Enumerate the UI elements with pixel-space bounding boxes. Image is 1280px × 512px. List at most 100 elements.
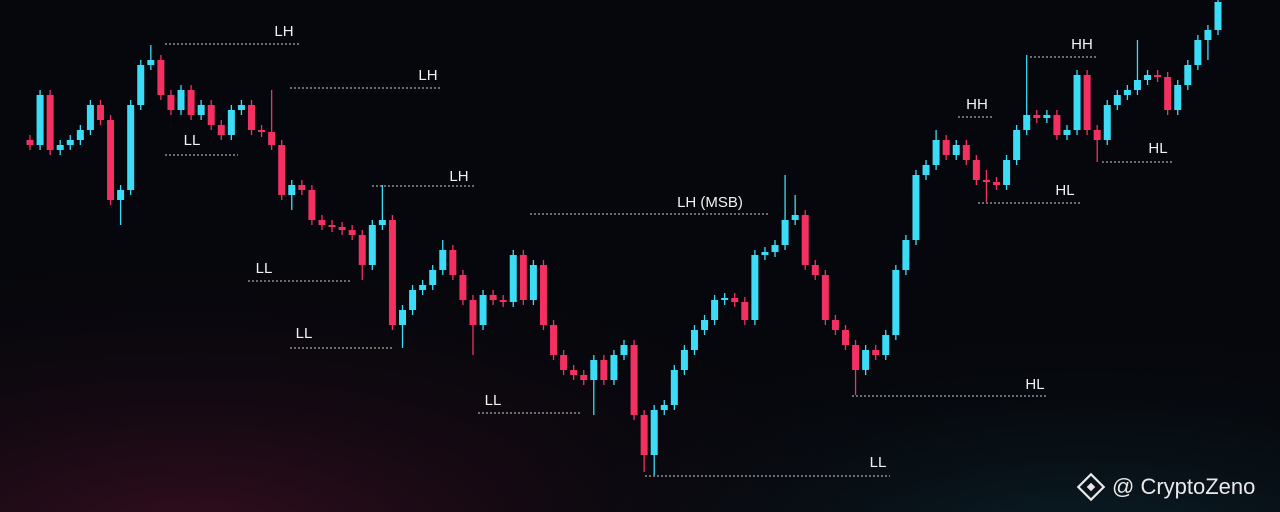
candle-body [993,182,1001,185]
candle-body [56,145,64,150]
annotation-lines [165,43,1172,477]
candle-body [1073,75,1081,130]
candle-body [117,190,125,200]
candle-body [308,190,316,220]
annotation-labels: LH LH LL LH LL LL LH (MSB) LL LL HL HH HL HH HL [184,23,1168,471]
candle-body [962,145,970,160]
candle-body [1194,40,1202,65]
candle-body [650,410,658,455]
candle-body [610,355,618,380]
candle-body [1214,2,1222,30]
candle-body [771,245,779,252]
candle-body [982,180,990,182]
candle-body [912,175,920,240]
candle-body [902,240,910,270]
candle-body [852,345,860,370]
candle-body [811,265,819,275]
watermark: @ CryptoZeno [1112,474,1255,499]
candle-body [701,320,709,330]
candle-body [1123,90,1131,95]
candle-body [1154,75,1162,77]
candle-body [519,255,527,300]
candle-body [640,415,648,455]
candle-body [922,165,930,175]
candle-body [731,298,739,302]
candle-body [1043,115,1051,118]
candle-body [127,105,135,190]
candle-body [388,220,396,325]
candle-body [338,227,346,230]
candle-body [197,105,205,115]
annotation-label: HH [1071,36,1093,53]
annotation-label: HL [1055,182,1074,199]
candle-body [378,220,386,225]
candle-body [439,250,447,270]
candle-body [298,185,306,190]
candle-body [429,270,437,285]
candle-body [76,130,84,140]
candle-body [751,255,759,320]
annotation-label: LL [256,260,273,277]
annotation-label: HL [1148,140,1167,157]
candle-body [46,95,54,150]
candles [26,0,1222,475]
candle-body [872,350,880,355]
candle-body [942,140,950,155]
candle-body [620,345,628,355]
candle-body [348,230,356,235]
candle-body [600,360,608,380]
candle-body [449,250,457,275]
candle-body [560,355,568,370]
candle-body [831,320,839,330]
annotation-label: LH (MSB) [677,194,743,211]
candle-body [318,220,326,225]
candle-body [1103,105,1111,140]
candle-body [932,140,940,165]
candle-body [107,120,115,200]
candle-body [721,298,729,300]
candle-body [358,235,366,265]
candle-body [1053,115,1061,135]
candle-body [86,105,94,130]
candle-body [1113,95,1121,105]
candle-body [1174,85,1182,110]
candle-body [157,60,165,95]
candle-body [570,370,578,375]
candle-body [892,270,900,335]
candle-body [268,132,276,145]
candle-body [1033,115,1041,118]
candle-body [459,275,467,300]
candle-body [630,345,638,415]
candle-body [96,105,104,120]
candle-body [761,252,769,255]
candle-body [147,60,155,65]
candle-body [882,335,890,355]
candle-body [791,215,799,220]
candle-body [741,302,749,320]
candle-body [479,295,487,325]
candle-body [862,350,870,370]
candle-body [1083,75,1091,130]
candle-body [680,350,688,370]
candle-body [1204,30,1212,40]
candle-body [690,330,698,350]
annotation-label: LL [184,132,201,149]
candle-body [1023,115,1031,130]
candle-body [66,140,74,145]
candle-body [247,105,255,130]
candle-body [1164,77,1172,110]
candle-body [529,265,537,300]
candle-body [288,185,296,195]
candle-body [227,110,235,135]
candle-body [821,275,829,320]
candle-body [368,225,376,265]
candle-body [469,300,477,325]
candle-body [489,295,497,300]
annotation-label: LL [296,325,313,342]
candle-body [1184,65,1192,85]
candle-body [781,220,789,245]
candle-body [328,225,336,227]
candle-body [509,255,517,302]
